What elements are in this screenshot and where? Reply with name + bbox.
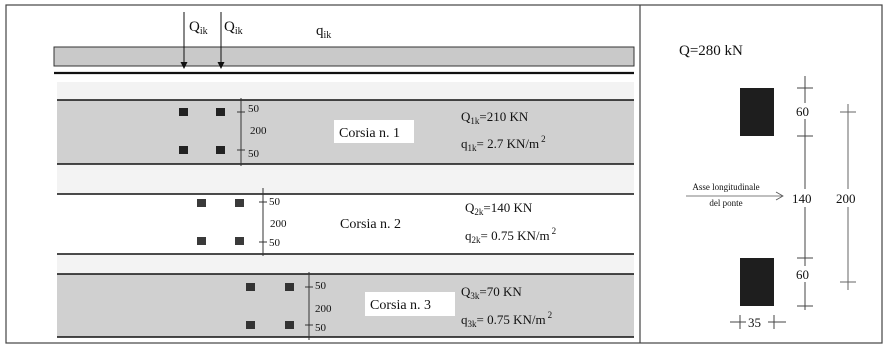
lane-3-wheel: [285, 283, 294, 291]
lane-1-name-box: [334, 120, 414, 143]
lane-3-dim-bottom: 50: [315, 322, 327, 334]
lane-2-dim-mid: 200: [270, 218, 287, 230]
lane-3-point-load: Q3k=70 KN: [461, 284, 522, 301]
lane-3-name: Corsia n. 3: [370, 298, 431, 313]
lane-1-dim-top: 50: [248, 103, 260, 115]
dim-mid-140: 140: [792, 191, 812, 206]
lane-1-wheel: [179, 108, 188, 116]
point-load-arrow-b: [217, 12, 225, 69]
gap-strip-2: [57, 254, 634, 274]
gap-strip-1: [57, 164, 634, 194]
top-margin-strip: [57, 82, 634, 100]
dim-bottom-60: 60: [796, 267, 809, 282]
lane-2-wheel: [235, 237, 244, 245]
lane-3-name-box: [365, 292, 455, 316]
lane-2-distributed-load: q2k= 0.75 KN/m 2: [465, 226, 556, 245]
dim-total-200: 200: [836, 191, 856, 206]
dim-width-35: 35: [748, 315, 761, 330]
axis-label-line2: del ponte: [709, 198, 742, 208]
lane-1-wheel: [216, 146, 225, 154]
point-load-label-b: Qik: [224, 19, 243, 37]
lane-1-wheel: [216, 108, 225, 116]
lane-2-dim-bottom: 50: [269, 237, 281, 249]
lane-3-dim-top: 50: [315, 280, 327, 292]
lane-1-name: Corsia n. 1: [339, 126, 400, 141]
lane-2-dim-top: 50: [269, 196, 281, 208]
lane-1-dim-bottom: 50: [248, 148, 260, 160]
dim-top-60: 60: [796, 104, 809, 119]
lane-2-wheel: [235, 199, 244, 207]
lane-2-name: Corsia n. 2: [340, 217, 401, 232]
distributed-load-label: qik: [316, 23, 331, 41]
lane-3-distributed-load: q3k= 0.75 KN/m 2: [461, 310, 552, 329]
lane-2-point-load: Q2k=140 KN: [465, 200, 533, 217]
lane-1-dim-mid: 200: [250, 125, 267, 137]
lane-1-wheel: [179, 146, 188, 154]
lane-3: 50 200 50 Corsia n. 3 Q3k=70 KN q3k= 0.7…: [57, 272, 634, 340]
lane-3-dim-mid: 200: [315, 303, 332, 315]
point-load-arrow-a: [180, 12, 188, 69]
lane-2-name-box: [335, 211, 423, 235]
lane-3-wheel: [246, 283, 255, 291]
lane-2: 50 200 50 Corsia n. 2 Q2k=140 KN q2k= 0.…: [57, 188, 634, 256]
axle-load-title: Q=280 kN: [679, 43, 743, 59]
point-load-label-a: Qik: [189, 19, 208, 37]
lane-2-wheel: [197, 237, 206, 245]
wheel-footprint-top: [740, 88, 774, 136]
lane-1-point-load: Q1k=210 KN: [461, 109, 529, 126]
lane-3-wheel: [285, 321, 294, 329]
lane-3-surface: [57, 274, 634, 337]
wheel-footprint-bottom: [740, 258, 774, 306]
lane-1: 50 200 50 Corsia n. 1 Q1k=210 KN q1k= 2.…: [57, 98, 634, 166]
lane-1-distributed-load: q1k= 2.7 KN/m 2: [461, 134, 546, 153]
deck-strip: [53, 46, 635, 67]
lane-3-wheel: [246, 321, 255, 329]
outer-frame: [5, 4, 883, 344]
axis-label-line1: Asse longitudinale: [692, 182, 759, 192]
lane-2-wheel: [197, 199, 206, 207]
